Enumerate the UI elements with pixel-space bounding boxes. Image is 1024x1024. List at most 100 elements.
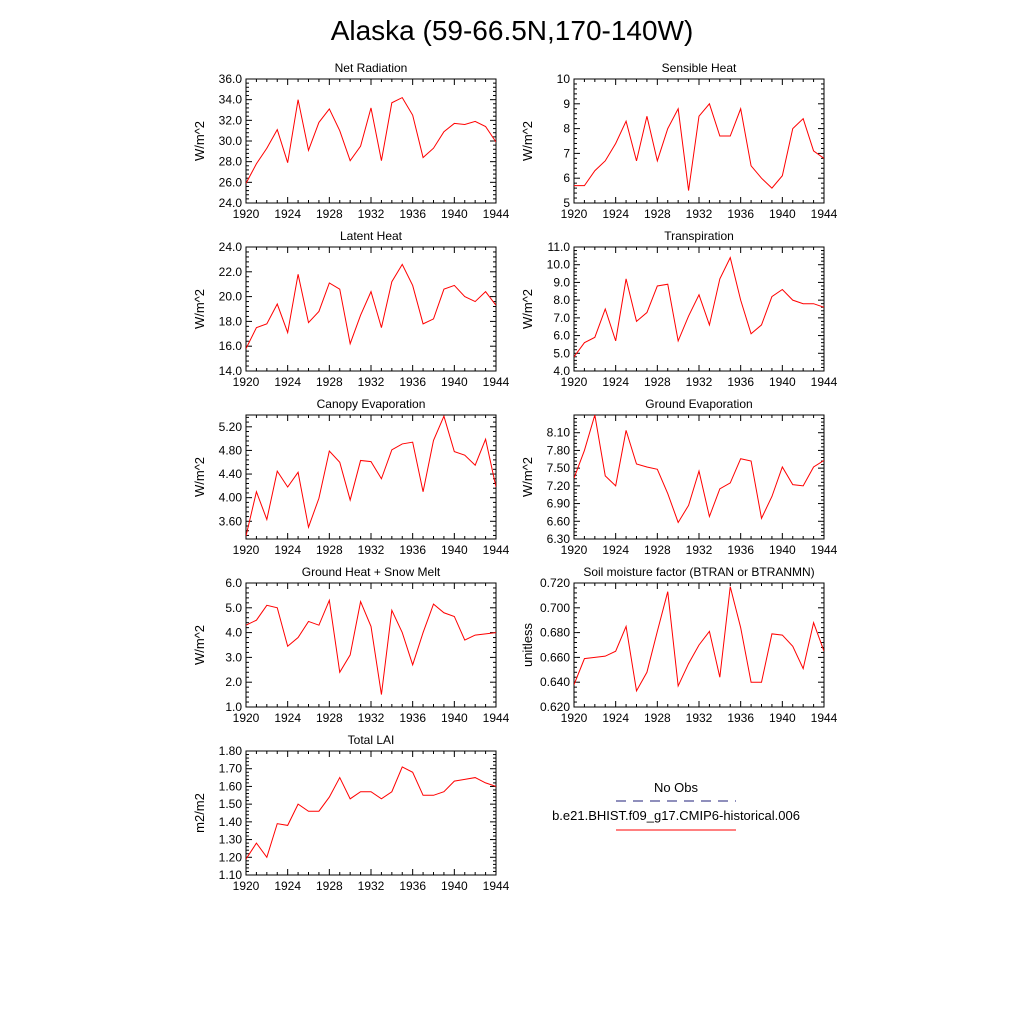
y-tick-label: 3.60	[219, 514, 243, 528]
y-tick-label: 0.700	[540, 601, 570, 615]
x-tick-label: 1924	[602, 543, 629, 557]
x-tick-label: 1940	[441, 207, 468, 221]
x-tick-label: 1932	[358, 375, 385, 389]
y-tick-label: 0.660	[540, 650, 570, 664]
legend-obs-label: No Obs	[654, 780, 699, 795]
x-tick-label: 1940	[441, 375, 468, 389]
y-tick-label: 8	[563, 122, 570, 136]
plot-frame	[245, 78, 497, 204]
legend-model-label: b.e21.BHIST.f09_g17.CMIP6-historical.006	[552, 808, 800, 823]
y-tick-label: 7	[563, 146, 570, 160]
y-axis-label: W/m^2	[520, 457, 535, 497]
y-axis-label: W/m^2	[520, 289, 535, 329]
x-tick-label: 1944	[483, 207, 510, 221]
plot-frame	[245, 750, 497, 876]
y-tick-label: 7.20	[547, 479, 571, 493]
y-tick-label: 34.0	[219, 93, 243, 107]
y-tick-label: 26.0	[219, 175, 243, 189]
y-tick-label: 1.0	[225, 700, 242, 714]
plot-frame	[245, 582, 497, 708]
x-tick-label: 1928	[644, 207, 671, 221]
y-tick-label: 5.0	[225, 601, 242, 615]
y-tick-label: 0.620	[540, 700, 570, 714]
y-tick-label: 6.30	[547, 532, 571, 546]
y-tick-label: 10.0	[547, 258, 571, 272]
x-tick-label: 1940	[769, 711, 796, 725]
x-tick-label: 1944	[483, 543, 510, 557]
x-tick-label: 1924	[274, 543, 301, 557]
y-tick-label: 0.720	[540, 576, 570, 590]
series-line	[574, 102, 824, 191]
y-tick-label: 0.680	[540, 626, 570, 640]
x-tick-label: 1932	[358, 711, 385, 725]
chart-panel: Sensible Heat W/m^2 1920 1924 1928 1932 1936 19…	[520, 61, 838, 221]
chart-title: Net Radiation	[335, 61, 408, 75]
x-tick-label: 1936	[399, 711, 426, 725]
y-tick-label: 18.0	[219, 314, 243, 328]
chart-panel: Ground Heat + Snow Melt W/m^2 1920 1924 1928…	[192, 565, 510, 725]
x-tick-label: 1928	[644, 711, 671, 725]
y-tick-label: 10	[557, 72, 571, 86]
y-tick-label: 2.0	[225, 675, 242, 689]
x-tick-label: 1928	[316, 375, 343, 389]
x-tick-label: 1940	[441, 543, 468, 557]
x-tick-label: 1932	[686, 375, 713, 389]
x-tick-label: 1920	[561, 207, 588, 221]
x-tick-label: 1936	[399, 207, 426, 221]
x-tick-label: 1928	[644, 375, 671, 389]
series-line	[246, 766, 496, 860]
chart-panel: Ground Evaporation W/m^2 1920 1924 1928 1932 1…	[520, 397, 838, 557]
chart-panel: Canopy Evaporation W/m^2 1920 1924 1928 1932 1…	[192, 397, 510, 557]
chart-panel: Total LAI m2/m2 1920 1924 1928 1932 1936 1940 19…	[192, 733, 510, 893]
y-tick-label: 24.0	[219, 196, 243, 210]
x-tick-label: 1920	[233, 879, 260, 893]
y-tick-label: 1.40	[219, 815, 243, 829]
x-tick-label: 1936	[399, 375, 426, 389]
y-tick-label: 1.50	[219, 797, 243, 811]
x-tick-label: 1920	[561, 543, 588, 557]
x-tick-label: 1936	[727, 711, 754, 725]
x-tick-label: 1928	[644, 543, 671, 557]
chart-panel: Transpiration W/m^2 1920 1924 1928 1932 1936 19…	[520, 229, 838, 389]
y-axis-label: W/m^2	[192, 457, 207, 497]
chart-title: Ground Evaporation	[645, 397, 752, 411]
x-tick-label: 1928	[316, 711, 343, 725]
y-tick-label: 20.0	[219, 290, 243, 304]
y-tick-label: 14.0	[219, 364, 243, 378]
x-tick-label: 1936	[399, 543, 426, 557]
y-axis-label: unitless	[520, 622, 535, 667]
series-line	[246, 96, 496, 184]
x-tick-label: 1940	[769, 543, 796, 557]
y-tick-label: 7.50	[547, 461, 571, 475]
y-tick-label: 4.00	[219, 491, 243, 505]
y-tick-label: 24.0	[219, 240, 243, 254]
y-tick-label: 8.0	[553, 293, 570, 307]
y-tick-label: 9.0	[553, 275, 570, 289]
chart-panel: Soil moisture factor (BTRAN or BTRANMN) u…	[520, 565, 838, 725]
y-tick-label: 1.30	[219, 833, 243, 847]
y-tick-label: 6.90	[547, 497, 571, 511]
series-line	[246, 415, 496, 537]
x-tick-label: 1944	[811, 375, 838, 389]
chart-title: Canopy Evaporation	[317, 397, 426, 411]
chart-title: Sensible Heat	[662, 61, 737, 75]
y-tick-label: 32.0	[219, 113, 243, 127]
x-tick-label: 1920	[233, 543, 260, 557]
y-tick-label: 7.80	[547, 443, 571, 457]
x-tick-label: 1932	[686, 543, 713, 557]
x-tick-label: 1920	[233, 711, 260, 725]
y-tick-label: 28.0	[219, 155, 243, 169]
y-tick-label: 6	[563, 171, 570, 185]
x-tick-label: 1936	[727, 375, 754, 389]
chart-panel: Latent Heat W/m^2 1920 1924 1928 1932 1936 1940…	[192, 229, 510, 389]
x-tick-label: 1936	[727, 207, 754, 221]
x-tick-label: 1924	[602, 207, 629, 221]
legend: No Obs b.e21.BHIST.f09_g17.CMIP6-histori…	[552, 780, 800, 831]
series-line	[574, 586, 824, 693]
y-tick-label: 1.60	[219, 779, 243, 793]
chart-title: Latent Heat	[340, 229, 403, 243]
y-axis-label: m2/m2	[192, 793, 207, 833]
chart-title: Ground Heat + Snow Melt	[302, 565, 441, 579]
plot-frame	[573, 78, 825, 204]
y-tick-label: 8.10	[547, 426, 571, 440]
